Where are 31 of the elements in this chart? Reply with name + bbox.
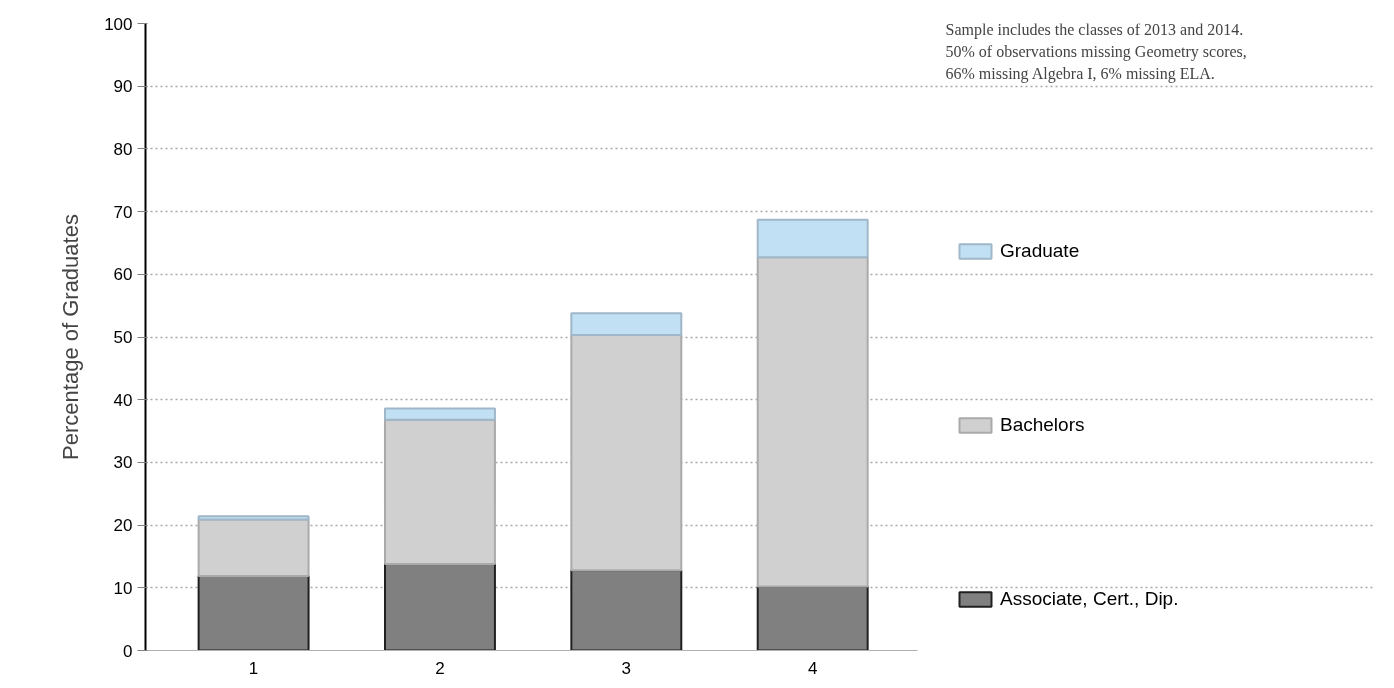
bar [383, 562, 496, 651]
bar [197, 515, 310, 521]
y-tick-label: 80 [113, 139, 133, 159]
bar [570, 569, 683, 651]
bar [570, 334, 683, 572]
bar [383, 418, 496, 565]
x-tick-label: 3 [621, 658, 632, 678]
bar [756, 218, 869, 259]
y-axis-title: Percentage of Graduates [58, 214, 84, 460]
y-tick-label: 60 [113, 265, 133, 285]
y-tick-label: 30 [113, 453, 133, 473]
bar [197, 574, 310, 651]
bar [383, 407, 496, 421]
text: Sample includes the classes of 2013 and 2014. 50% of observations missing Geometry scores, 66% missing Algebra I, 6% missing ELA. [945, 20, 1247, 83]
y-tick-label: 0 [123, 641, 133, 661]
y-tick-label: 70 [113, 202, 133, 222]
legend-label: Bachelors [1000, 414, 1085, 436]
y-tick-label: 20 [113, 516, 133, 536]
bar [197, 518, 310, 577]
y-tick-label: 50 [113, 328, 133, 347]
y-tick-label: 40 [113, 390, 133, 410]
x-tick-label: 1 [248, 658, 259, 678]
y-tick-label: 90 [113, 77, 133, 97]
bar [756, 585, 869, 651]
legend-label: Graduate [1000, 240, 1080, 262]
x-tick-label: 4 [807, 658, 818, 678]
y-tick-label: 10 [113, 578, 133, 598]
x-tick-label: 2 [435, 658, 445, 678]
y-tick-label: 100 [104, 14, 133, 34]
bar [570, 312, 683, 337]
legend-label: Associate, Cert., Dip. [1000, 588, 1179, 610]
